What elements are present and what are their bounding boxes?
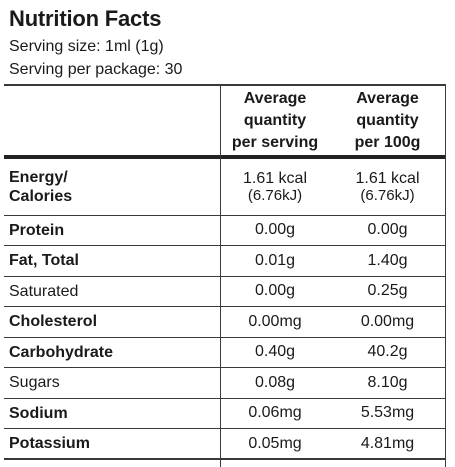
energy-per-100g-kcal: 1.61 kcal [355,169,420,187]
header-blank-cell [4,84,220,157]
row-label: Carbohydrate [4,336,220,368]
nutrition-table: Average quantity per serving Average qua… [4,84,445,460]
row-label: Protein [4,214,220,246]
energy-per-100g: 1.61 kcal (6.76kJ) [330,155,445,215]
row-label-energy: Energy/ Calories [4,155,220,215]
header-per-100g-line: quantity [356,111,419,129]
energy-per-serving: 1.61 kcal (6.76kJ) [220,155,330,215]
energy-label-line2: Calories [9,187,73,205]
row-per-100g: 4.81mg [330,428,445,460]
row-per-100g: 1.40g [330,245,445,276]
row-per-serving: 0.00g [220,275,330,307]
energy-per-serving-kcal: 1.61 kcal [242,169,308,187]
header-per-serving-line: Average [243,89,307,107]
row-per-100g: 0.00mg [330,306,445,337]
table-row-carbohydrate: Carbohydrate 0.40g 40.2g [4,336,445,368]
row-per-100g: 5.53mg [330,397,445,429]
table-row-potassium: Potassium 0.05mg 4.81mg [4,428,445,460]
row-label: Fat, Total [4,245,220,276]
row-per-100g: 40.2g [330,336,445,368]
row-label: Saturated [4,275,220,307]
row-label: Sugars [4,367,220,398]
row-per-100g: 0.00g [330,214,445,246]
energy-label-line1: Energy/ [9,168,68,186]
header-per-100g: Average quantity per 100g [330,84,445,157]
table-row-saturated: Saturated 0.00g 0.25g [4,275,445,307]
serving-size: Serving size: 1ml (1g) [9,38,164,55]
row-per-serving: 0.05mg [220,428,330,460]
table-row-protein: Protein 0.00g 0.00g [4,214,445,246]
row-per-serving: 0.01g [220,245,330,276]
nutrition-facts-title: Nutrition Facts [9,6,162,31]
table-right-border [445,84,446,467]
row-per-100g: 8.10g [330,367,445,398]
energy-per-serving-kj: (6.76kJ) [247,186,303,204]
energy-per-100g-kj: (6.76kJ) [360,186,415,204]
table-row-energy: Energy/ Calories 1.61 kcal (6.76kJ) 1.61… [4,155,445,215]
row-label: Potassium [4,428,220,460]
row-per-serving: 0.00mg [220,306,330,337]
servings-per-package: Serving per package: 30 [9,61,183,78]
row-per-serving: 0.08g [220,367,330,398]
header-per-100g-line: per 100g [354,133,421,151]
header-per-100g-line: Average [356,89,419,107]
table-header-row: Average quantity per serving Average qua… [4,84,445,157]
row-per-serving: 0.06mg [220,397,330,429]
header-per-serving-line: quantity [243,111,307,129]
row-per-serving: 0.40g [220,336,330,368]
header-per-serving-line: per serving [231,133,319,151]
row-label: Cholesterol [4,306,220,337]
row-label: Sodium [4,397,220,429]
header-per-serving: Average quantity per serving [220,84,330,157]
row-per-100g: 0.25g [330,275,445,307]
table-row-sodium: Sodium 0.06mg 5.53mg [4,397,445,429]
row-per-serving: 0.00g [220,214,330,246]
table-row-fat-total: Fat, Total 0.01g 1.40g [4,245,445,276]
table-row-sugars: Sugars 0.08g 8.10g [4,367,445,398]
table-row-cholesterol: Cholesterol 0.00mg 0.00mg [4,306,445,337]
